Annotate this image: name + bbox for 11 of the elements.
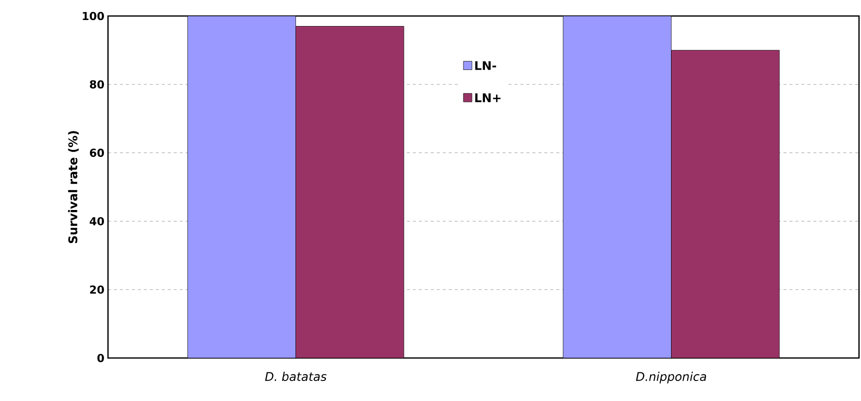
y-tick-label: 20 (90, 285, 104, 294)
y-axis-title: Survival rate (%) (68, 131, 79, 244)
x-tick-label: D.nipponica (636, 372, 706, 384)
y-tick-label: 100 (82, 12, 104, 20)
y-tick-label: 0 (97, 354, 104, 362)
y-tick-label: 60 (90, 148, 104, 157)
y-tick-label: 40 (90, 217, 104, 226)
y-tick-label: 80 (90, 80, 104, 89)
legend-label: LN+ (475, 93, 501, 102)
legend-label: LN- (475, 61, 496, 70)
x-tick-label: D. batatas (265, 372, 326, 382)
